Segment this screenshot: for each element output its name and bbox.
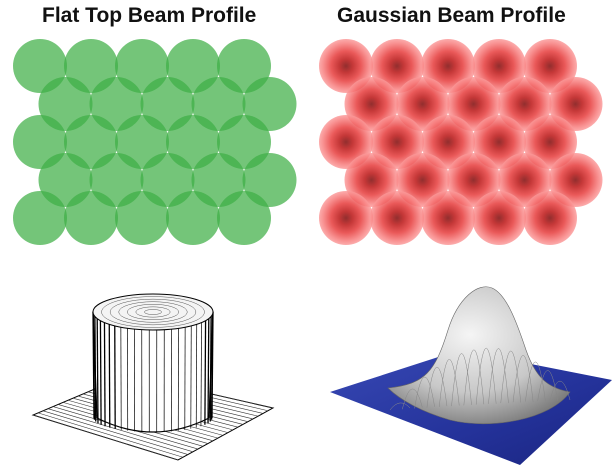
gaussian-beam-spot <box>319 39 373 93</box>
flat-beam-spot <box>38 77 93 131</box>
gaussian-3d-profile <box>330 286 612 465</box>
surface-grid-line <box>47 408 194 453</box>
surface-mesh-line <box>414 376 435 409</box>
surface-contour-line <box>200 322 202 427</box>
gaussian-title: Gaussian Beam Profile <box>337 4 566 27</box>
surface-contour-line <box>99 320 102 425</box>
surface-mesh-line <box>389 402 411 411</box>
gaussian-beam-spot <box>472 39 526 93</box>
plateau-ring <box>127 304 179 320</box>
gaussian-beam-spot <box>395 77 450 131</box>
flat-beam-spot <box>191 77 246 131</box>
gaussian-beam-spot <box>395 153 450 207</box>
gaussian-beam-spot <box>421 115 475 169</box>
flat-beam-spot <box>166 191 220 245</box>
gaussian-beam-spot <box>497 153 552 207</box>
flat-beam-spot <box>217 115 271 169</box>
flat-beam-spot <box>242 153 297 207</box>
gaussian-peak <box>387 286 571 425</box>
surface-mesh-line <box>402 388 423 410</box>
gaussian-beam-spot <box>370 115 424 169</box>
flat-beam-spot <box>242 77 297 131</box>
gaussian-beam-spot <box>421 39 475 93</box>
plateau-ring <box>101 296 205 328</box>
surface-mesh-line <box>549 380 571 401</box>
surface-contour-line <box>204 320 207 425</box>
gaussian-beam-spot <box>370 191 424 245</box>
gaussian-beam-spot <box>497 77 552 131</box>
surface-mesh-line <box>537 370 558 401</box>
flat-beam-spot <box>38 153 93 207</box>
surface-mesh-line <box>438 359 460 407</box>
flat-beam-spot <box>64 191 118 245</box>
gaussian-beam-spot <box>319 115 373 169</box>
flat-beam-spot <box>115 191 169 245</box>
gaussian-beam-spot <box>523 191 577 245</box>
flat-beam-spot <box>140 153 195 207</box>
gaussian-beam-spot <box>446 153 501 207</box>
flat-beam-spot <box>13 115 67 169</box>
gaussian-beam-spot <box>370 39 424 93</box>
flat-beam-spot <box>217 39 271 93</box>
gaussian-beam-spot <box>319 191 373 245</box>
flat-beam-spot <box>217 191 271 245</box>
surface-contour-line <box>211 311 214 419</box>
surface-contour-line <box>209 316 212 422</box>
gaussian-tiling <box>319 39 603 245</box>
plateau-ring <box>109 298 197 326</box>
gaussian-beam-spot <box>344 77 399 131</box>
surface-contour-line <box>92 314 96 420</box>
flat-beam-spot <box>166 115 220 169</box>
gaussian-beam-spot <box>421 191 475 245</box>
plateau-ring <box>135 306 171 318</box>
flat-beam-spot <box>166 39 220 93</box>
flat-beam-spot <box>64 115 118 169</box>
surface-contour-line <box>94 316 97 422</box>
surface-contour-line <box>103 322 106 427</box>
flat-top-cylinder <box>92 311 214 433</box>
gaussian-beam-spot <box>344 153 399 207</box>
plateau-ring <box>144 309 162 315</box>
flat-beam-spot <box>64 39 118 93</box>
surface-contour-line <box>108 324 111 428</box>
surface-contour-line <box>96 318 99 424</box>
gaussian-beam-spot <box>523 115 577 169</box>
gaussian-beam-spot <box>446 77 501 131</box>
flat-beam-spot <box>115 39 169 93</box>
gaussian-beam-spot <box>523 39 577 93</box>
surface-grid-line <box>32 414 179 461</box>
flat-top-title: Flat Top Beam Profile <box>42 4 257 27</box>
flat-top-3d-profile <box>31 293 275 461</box>
flat-beam-spot <box>13 39 67 93</box>
gaussian-beam-spot <box>548 153 603 207</box>
flat-beam-spot <box>13 191 67 245</box>
gaussian-beam-spot <box>548 77 603 131</box>
flat-top-tiling <box>13 39 297 245</box>
surface-contour-line <box>195 324 198 428</box>
plateau-ring <box>118 301 188 323</box>
flat-beam-spot <box>89 153 144 207</box>
surface-contour-line <box>207 318 210 424</box>
surface-grid-line <box>42 410 189 455</box>
flat-beam-spot <box>140 77 195 131</box>
flat-top-plateau <box>92 293 214 331</box>
flat-beam-spot <box>89 77 144 131</box>
gaussian-beam-spot <box>472 191 526 245</box>
flat-beam-spot <box>115 115 169 169</box>
surface-grid-line <box>37 412 184 458</box>
flat-beam-spot <box>191 153 246 207</box>
gaussian-beam-spot <box>472 115 526 169</box>
surface-mesh-line <box>512 355 534 403</box>
